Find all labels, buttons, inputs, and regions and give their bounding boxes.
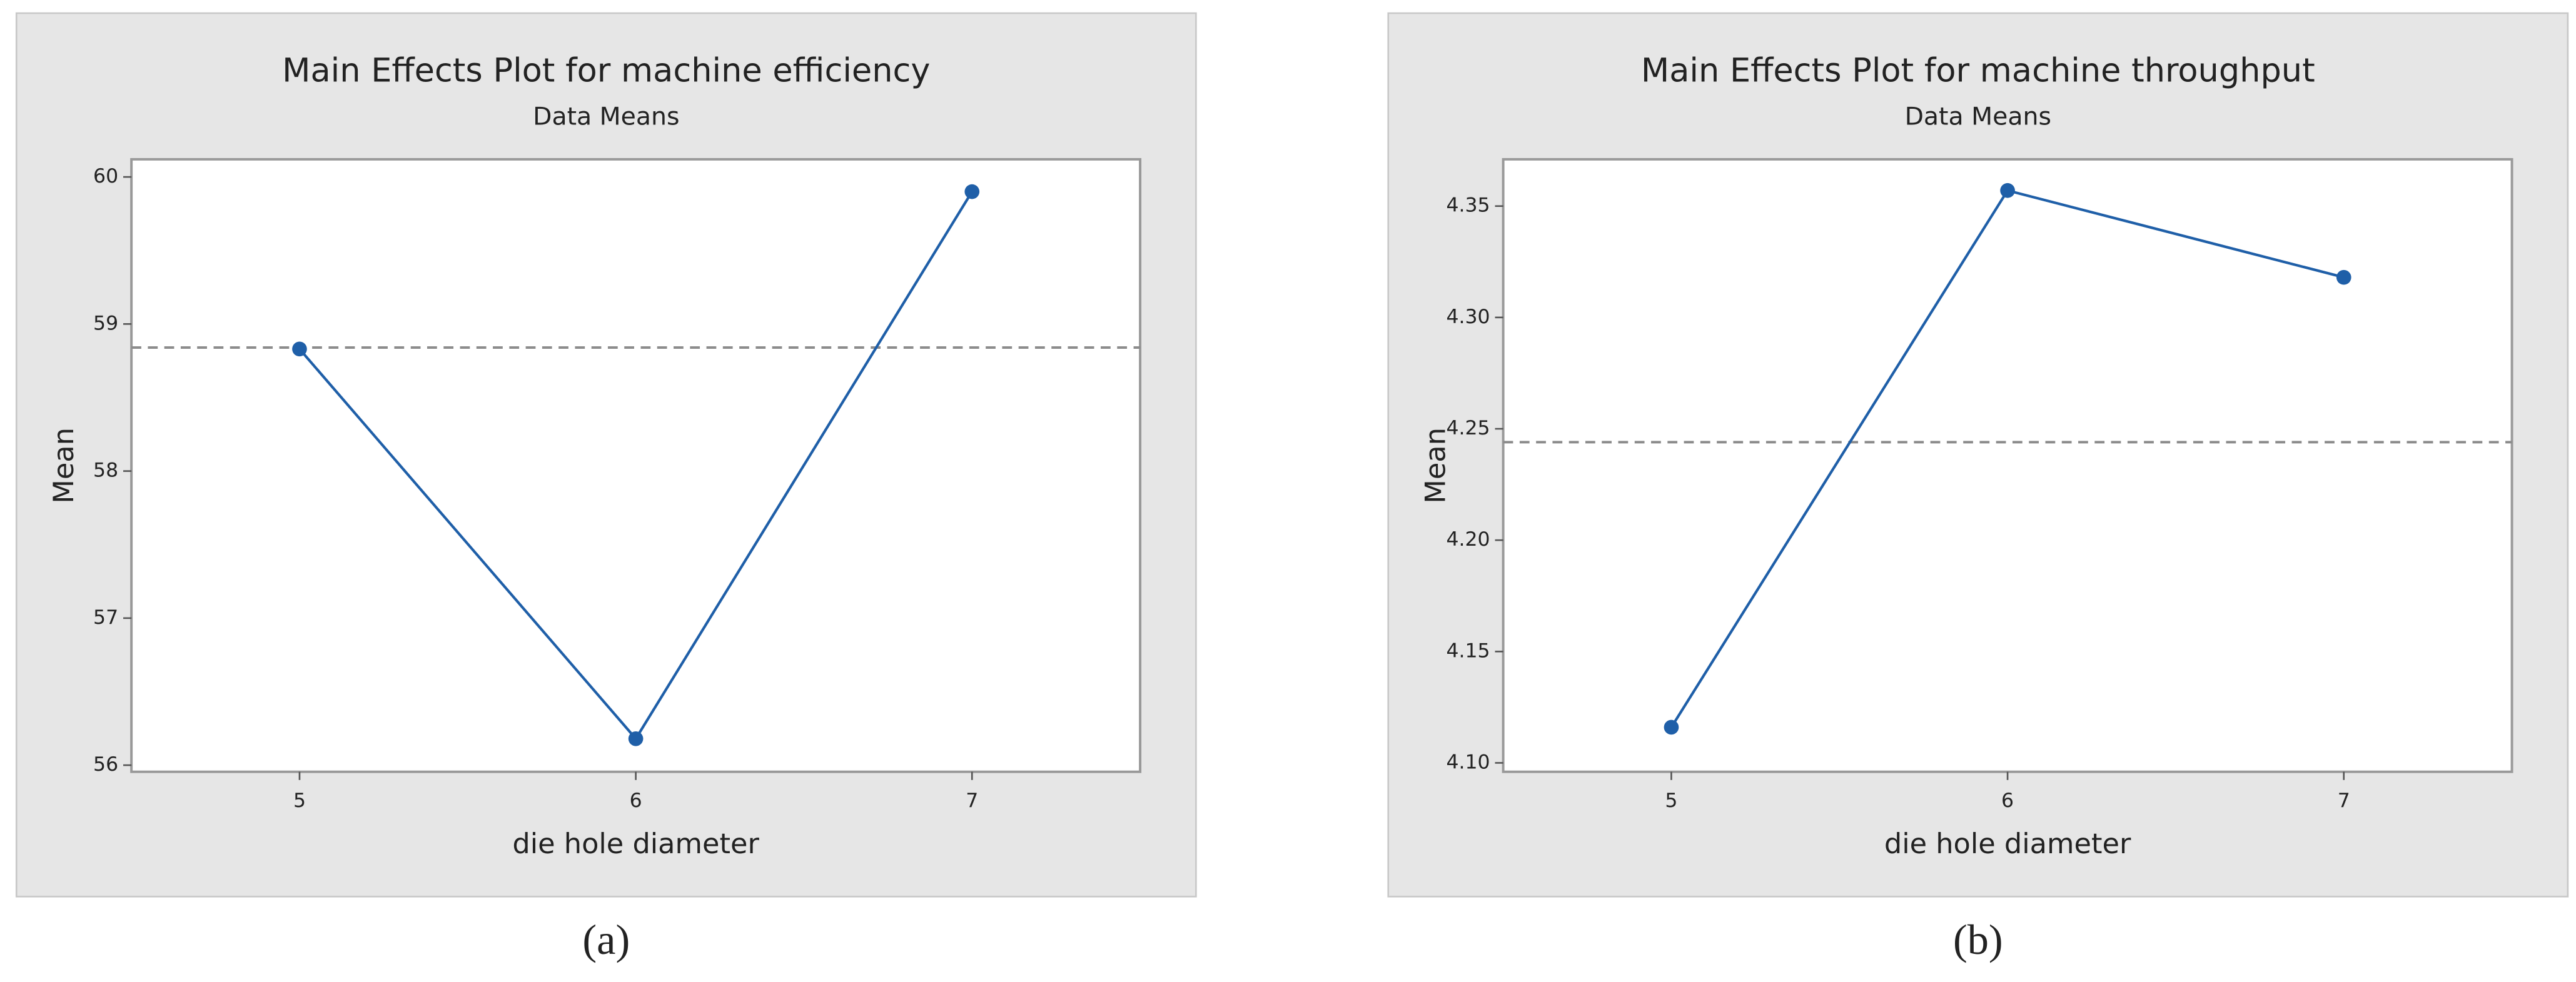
- y-tick-label: 57: [93, 606, 118, 629]
- y-tick-label: 4.30: [1446, 306, 1490, 328]
- y-tick-label: 60: [93, 165, 118, 188]
- x-tick-label: 5: [1665, 789, 1677, 812]
- y-tick-label: 4.35: [1446, 194, 1490, 217]
- x-tick-label: 6: [630, 789, 642, 812]
- data-point: [2336, 269, 2351, 285]
- y-axis-label: Mean: [1420, 428, 1452, 504]
- x-axis-label: die hole diameter: [512, 828, 759, 860]
- x-tick-label: 6: [2001, 789, 2014, 812]
- panel-label: (b): [1953, 916, 2003, 963]
- x-tick-label: 7: [966, 789, 978, 812]
- x-tick-label: 5: [293, 789, 306, 812]
- data-point: [2000, 183, 2015, 198]
- y-tick-label: 59: [93, 312, 118, 334]
- y-tick-label: 4.25: [1446, 417, 1490, 439]
- data-point: [964, 184, 980, 199]
- chart-title: Main Effects Plot for machine efficiency: [282, 51, 930, 89]
- y-tick-label: 4.10: [1446, 751, 1490, 773]
- panel-label: (a): [582, 916, 630, 963]
- y-tick-label: 4.15: [1446, 639, 1490, 662]
- x-axis-label: die hole diameter: [1884, 828, 2131, 860]
- plot-area: [1502, 158, 2513, 773]
- plot-area: [130, 158, 1142, 773]
- chart-subtitle: Data Means: [1905, 103, 2051, 131]
- data-point: [628, 731, 644, 746]
- y-axis-label: Mean: [48, 428, 80, 504]
- data-point: [1664, 719, 1679, 735]
- x-tick-label: 7: [2338, 789, 2350, 812]
- y-tick-label: 4.20: [1446, 528, 1490, 551]
- y-tick-label: 58: [93, 459, 118, 482]
- data-point: [292, 341, 307, 357]
- y-tick-label: 56: [93, 753, 118, 776]
- chart-subtitle: Data Means: [533, 103, 679, 131]
- chart-title: Main Effects Plot for machine throughput: [1641, 51, 2315, 89]
